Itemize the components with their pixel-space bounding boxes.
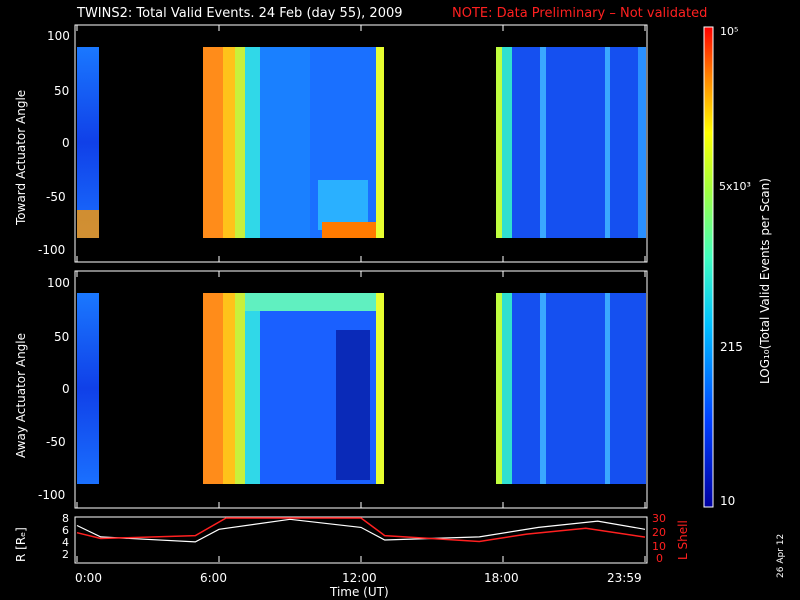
lshell-ytick: 20 — [652, 526, 666, 539]
colorbar-label: LOG₁₀(Total Valid Events per Scan) — [758, 178, 772, 384]
xtick: 12:00 — [342, 571, 377, 585]
hm1-col-5 — [260, 47, 310, 238]
hm2-col-2 — [223, 293, 235, 484]
hm2-col-4 — [245, 293, 260, 484]
p2-ytick: -100 — [38, 488, 66, 502]
r-ytick: 6 — [62, 524, 69, 537]
p2-ytick: 50 — [54, 330, 70, 344]
hm2-col-3 — [235, 293, 245, 484]
colorbar — [703, 26, 714, 508]
xtick: 18:00 — [484, 571, 519, 585]
title-main: TWINS2: Total Valid Events. 24 Feb (day … — [77, 6, 403, 21]
hm2-stripe-1 — [540, 293, 546, 484]
lshell-ytick: 30 — [652, 512, 666, 525]
cbar-tick: 5x10³ — [719, 180, 751, 193]
hm2-top-band — [245, 293, 376, 311]
xtick: 6:00 — [200, 571, 227, 585]
ylabel-away: Away Actuator Angle — [14, 332, 28, 458]
cbar-tick: 10⁵ — [720, 25, 739, 38]
hm1-stripe-3 — [638, 47, 646, 238]
ylabel-toward: Toward Actuator Angle — [14, 89, 28, 225]
ylabel-lshell: L Shell — [676, 520, 690, 560]
r-ytick: 8 — [62, 512, 69, 525]
hm1-col-3 — [235, 47, 245, 238]
title-note: NOTE: Data Preliminary – Not validated — [452, 6, 708, 21]
hm1-edge-orange — [322, 222, 384, 238]
ylabel-r: R [Rₑ] — [14, 527, 28, 562]
p2-ytick: 100 — [47, 276, 70, 290]
lshell-line — [76, 517, 646, 543]
r-ytick: 4 — [62, 536, 69, 549]
hm1-patch — [318, 180, 368, 230]
cbar-tick: 10 — [720, 494, 736, 508]
lshell-ytick: 10 — [652, 540, 666, 553]
hm2-col-7 — [496, 293, 502, 484]
p1-ytick: 0 — [62, 136, 70, 150]
hm2-col-6 — [376, 293, 384, 484]
r-ytick: 2 — [62, 548, 69, 561]
p1-ytick: -100 — [38, 243, 66, 257]
heatmap-toward-columns — [77, 47, 646, 238]
hm1-col-9 — [502, 47, 512, 238]
axis-ticks — [76, 25, 646, 562]
hm1-col-1 — [203, 47, 223, 238]
xtick: 0:00 — [75, 571, 102, 585]
colorbar-fill — [703, 26, 714, 508]
hm2-col-9 — [512, 293, 646, 484]
orbit-panel — [74, 516, 648, 564]
xtick: 23:59 — [607, 571, 642, 585]
hm1-col-7 — [376, 47, 384, 238]
p1-ytick: -50 — [46, 190, 66, 204]
hm1-col-8 — [496, 47, 502, 238]
date-stamp: 26 Apr 12 — [776, 533, 786, 578]
heatmap-away-columns — [77, 293, 646, 484]
hm2-col-0 — [77, 293, 99, 484]
chart-title: TWINS2: Total Valid Events. 24 Feb (day … — [0, 6, 800, 24]
p1-ytick: 50 — [54, 84, 70, 98]
r-line — [76, 518, 646, 543]
heatmap-toward-panel — [74, 24, 648, 263]
hm1-col-10 — [512, 47, 646, 238]
cbar-tick: 215 — [720, 340, 743, 354]
hm1-stripe-1 — [540, 47, 546, 238]
lshell-ytick: 0 — [656, 552, 663, 565]
orbit-lines — [76, 517, 646, 543]
hm1-col-4 — [245, 47, 260, 238]
p2-ytick: 0 — [62, 382, 70, 396]
hm2-stripe-2 — [605, 293, 610, 484]
p2-ytick: -50 — [46, 435, 66, 449]
hm1-col-2 — [223, 47, 235, 238]
hm2-col-1 — [203, 293, 223, 484]
p1-ytick: 100 — [47, 29, 70, 43]
hm1-stripe-2 — [605, 47, 610, 238]
hm1-col-0 — [77, 47, 99, 238]
xaxis-label: Time (UT) — [330, 585, 389, 599]
hm1-edge-bottom — [77, 210, 99, 238]
hm2-dark-patch — [336, 330, 370, 480]
heatmap-away-panel — [74, 270, 648, 509]
hm2-col-8 — [502, 293, 512, 484]
